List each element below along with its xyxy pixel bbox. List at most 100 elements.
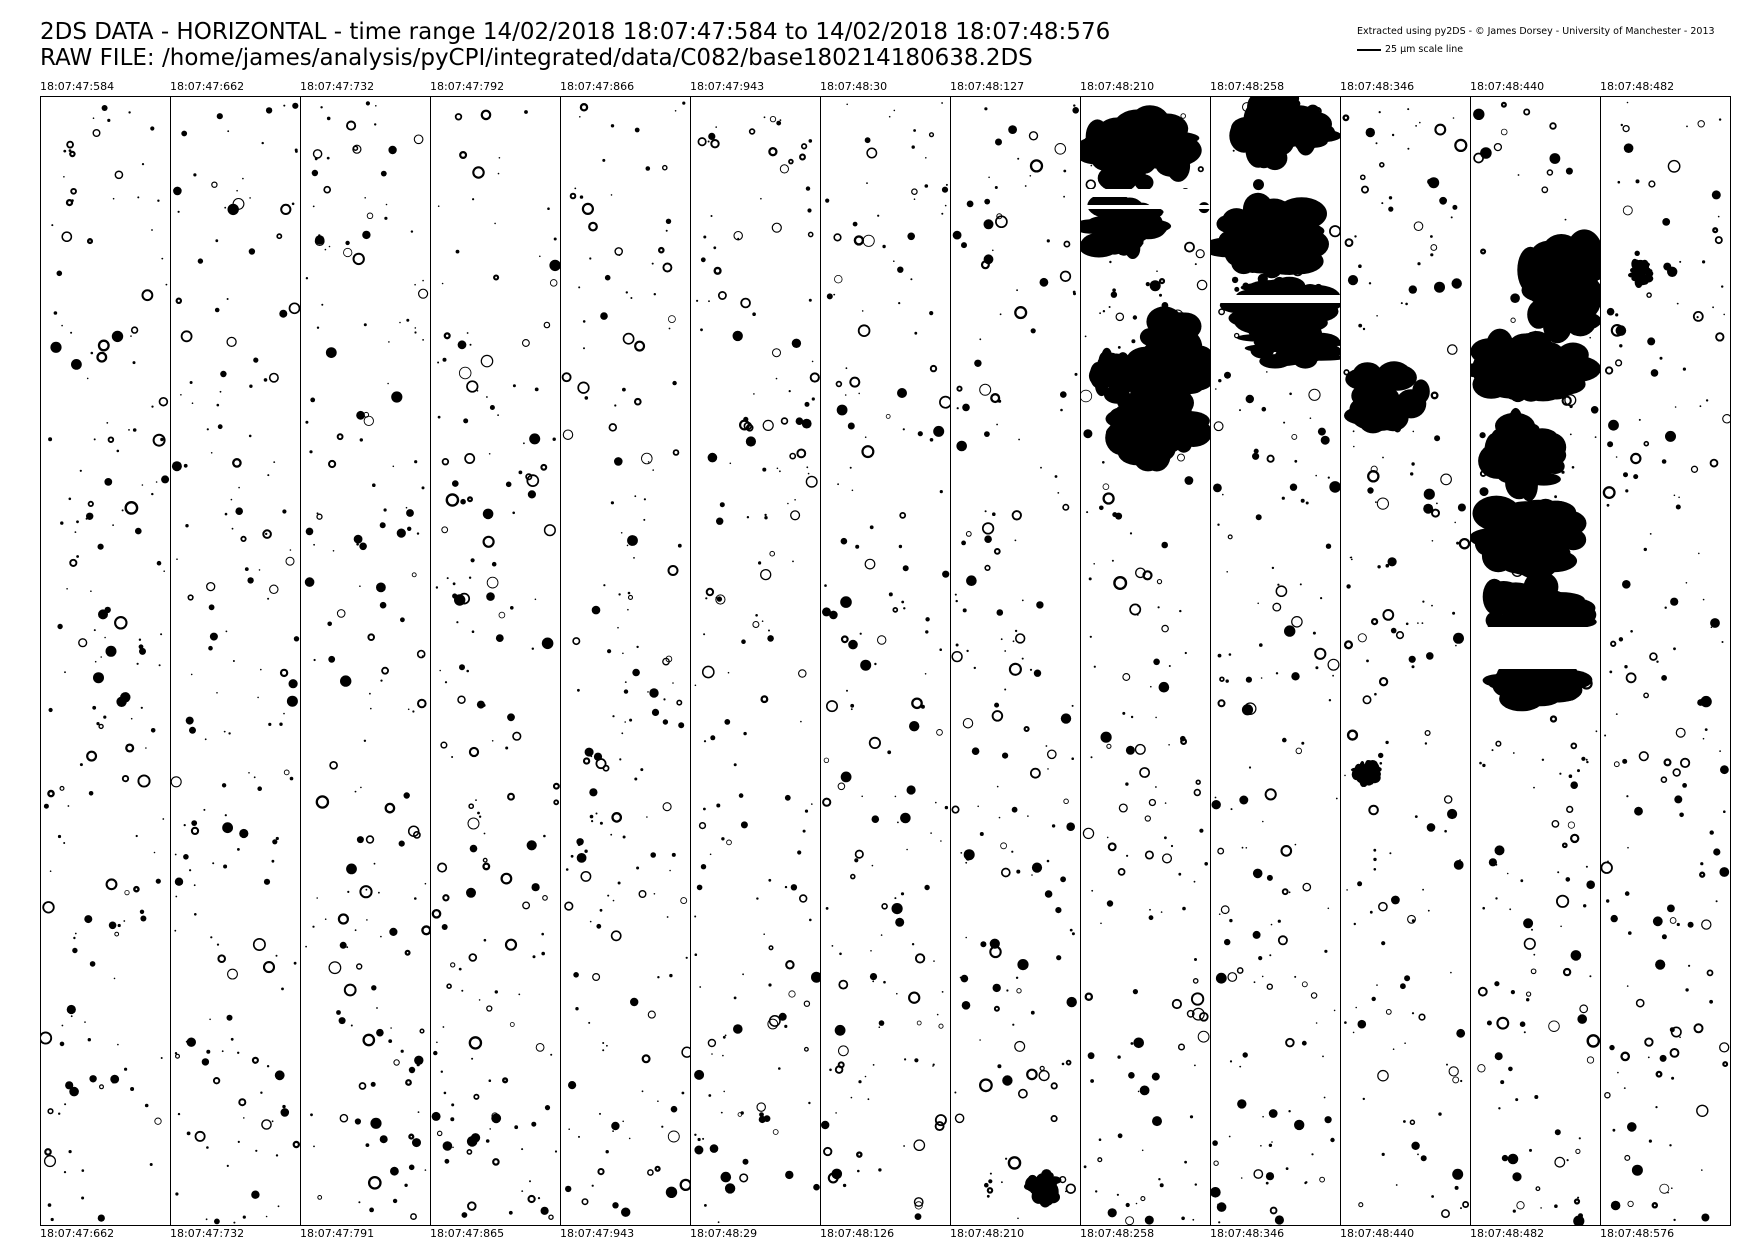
particle bbox=[275, 954, 278, 957]
particle bbox=[553, 799, 560, 806]
particle bbox=[850, 708, 853, 711]
particle bbox=[440, 741, 448, 749]
strip-start-time: 18:07:47:792 bbox=[430, 80, 505, 93]
particle bbox=[1617, 1071, 1619, 1074]
particle bbox=[86, 377, 89, 380]
ice-cloud-blob bbox=[1471, 328, 1600, 403]
particle bbox=[1362, 1097, 1365, 1101]
particle bbox=[260, 668, 262, 671]
particle bbox=[1581, 756, 1586, 761]
particle bbox=[899, 511, 907, 519]
particle bbox=[763, 933, 765, 935]
particle bbox=[189, 381, 193, 384]
particle bbox=[1381, 202, 1384, 205]
particle bbox=[1073, 104, 1076, 107]
particle bbox=[717, 1221, 720, 1224]
particle bbox=[1320, 435, 1330, 445]
particle bbox=[223, 864, 228, 869]
particle bbox=[1715, 332, 1725, 342]
particle bbox=[1220, 905, 1230, 915]
particle bbox=[328, 961, 342, 975]
particle bbox=[309, 450, 313, 454]
particle bbox=[1219, 676, 1225, 682]
ice-cloud-blob bbox=[1478, 407, 1567, 502]
particle bbox=[356, 410, 365, 420]
particle bbox=[483, 832, 486, 835]
particle bbox=[1027, 815, 1029, 817]
particle bbox=[407, 526, 412, 531]
particle bbox=[1006, 989, 1009, 992]
particle bbox=[1628, 931, 1632, 935]
particle bbox=[1168, 665, 1171, 667]
particle bbox=[1586, 1034, 1600, 1048]
strip-start-time: 18:07:48:30 bbox=[820, 80, 888, 93]
particle bbox=[1330, 1137, 1335, 1143]
particle bbox=[540, 463, 548, 471]
strip-start-time: 18:07:48:346 bbox=[1340, 80, 1415, 93]
particle bbox=[894, 897, 897, 900]
particle bbox=[509, 1022, 515, 1027]
particle bbox=[811, 397, 815, 401]
particle bbox=[388, 145, 397, 155]
particle bbox=[1055, 907, 1062, 914]
particle bbox=[1253, 448, 1259, 454]
particle bbox=[1530, 968, 1537, 975]
particle bbox=[412, 710, 415, 713]
particle bbox=[1320, 597, 1323, 600]
particle bbox=[1408, 285, 1417, 294]
particle bbox=[1411, 919, 1415, 923]
particle bbox=[703, 633, 706, 636]
particle bbox=[1622, 124, 1630, 133]
particle bbox=[491, 561, 497, 567]
particle bbox=[611, 812, 623, 823]
particle bbox=[1144, 850, 1154, 860]
particle bbox=[104, 606, 111, 614]
particle bbox=[518, 993, 521, 996]
particle bbox=[837, 483, 839, 486]
particle bbox=[589, 814, 594, 819]
particle bbox=[851, 489, 854, 492]
particle bbox=[1135, 1202, 1138, 1205]
particle bbox=[1061, 1062, 1065, 1066]
particle bbox=[834, 1065, 844, 1074]
particle bbox=[1491, 749, 1494, 752]
particle bbox=[1194, 1183, 1197, 1186]
particle bbox=[1311, 1153, 1314, 1156]
particle bbox=[1436, 502, 1438, 505]
particle bbox=[1021, 657, 1024, 660]
particle bbox=[707, 1038, 717, 1048]
particle bbox=[840, 635, 849, 644]
particle bbox=[697, 1137, 701, 1142]
particle bbox=[261, 141, 264, 145]
particle bbox=[160, 633, 163, 636]
particle bbox=[1604, 1091, 1611, 1099]
particle bbox=[634, 340, 646, 352]
particle bbox=[716, 803, 721, 808]
particle bbox=[529, 433, 541, 445]
particle bbox=[1610, 640, 1617, 647]
particle bbox=[407, 708, 410, 711]
particle bbox=[1030, 328, 1036, 334]
particle bbox=[1698, 552, 1700, 555]
particle bbox=[1712, 618, 1716, 622]
particle bbox=[359, 542, 367, 551]
particle bbox=[547, 207, 550, 210]
particle bbox=[268, 372, 279, 383]
particle bbox=[1350, 558, 1353, 561]
particle bbox=[1540, 1207, 1542, 1209]
particle bbox=[1211, 1187, 1221, 1198]
particle bbox=[1266, 983, 1273, 990]
particle bbox=[1669, 1144, 1672, 1147]
particle bbox=[467, 817, 480, 830]
particle bbox=[273, 461, 276, 463]
particle bbox=[992, 983, 1001, 993]
particle bbox=[43, 1155, 57, 1168]
particle bbox=[63, 149, 67, 153]
particle bbox=[221, 783, 227, 788]
particle bbox=[86, 512, 94, 520]
particle bbox=[47, 1108, 54, 1115]
particle bbox=[1215, 972, 1227, 984]
particle-image bbox=[694, 115, 820, 1224]
particle bbox=[125, 743, 135, 753]
particle bbox=[1271, 566, 1275, 570]
